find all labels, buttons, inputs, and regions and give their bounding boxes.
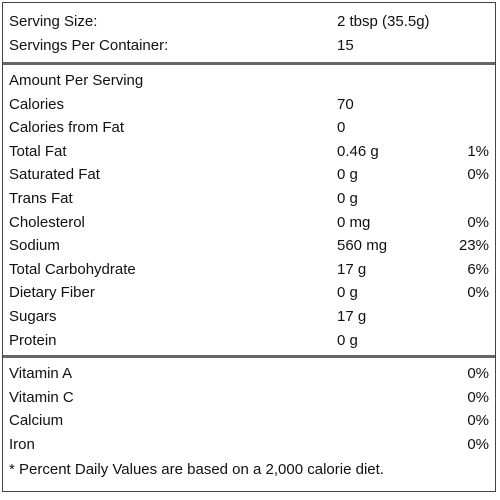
- row: Servings Per Container: 15: [3, 35, 495, 57]
- row: Calories 70: [3, 94, 495, 116]
- daily-value: 0%: [467, 284, 489, 302]
- row: Sugars 17 g: [3, 306, 495, 328]
- amount: 0.46 g: [337, 142, 379, 160]
- row: Calories from Fat 0: [3, 117, 495, 139]
- amount: 0 g: [337, 166, 358, 184]
- row: Total Fat 0.46 g 1%: [3, 141, 495, 163]
- nutrient-name: Protein: [9, 331, 57, 349]
- daily-value: 0%: [467, 166, 489, 184]
- row: Calcium 0%: [3, 410, 495, 432]
- footnote: * Percent Daily Values are based on a 2,…: [9, 461, 384, 479]
- amount: 0 mg: [337, 213, 371, 231]
- nutrient-name: Total Fat: [9, 142, 67, 160]
- separator: [3, 355, 495, 358]
- amount: 0 g: [337, 190, 358, 207]
- row: Serving Size: 2 tbsp (35.5g): [3, 11, 495, 33]
- amount: 0: [337, 119, 346, 137]
- nutrient-name: Servings Per Container:: [9, 36, 169, 54]
- daily-value: 0%: [467, 365, 489, 382]
- nutrient-name: Vitamin A: [9, 365, 73, 382]
- nutrient-name: Total Carbohydrate: [9, 260, 136, 278]
- amount: 2 tbsp (35.5g): [337, 13, 430, 30]
- nutrition-label: Serving Size: 2 tbsp (35.5g) Servings Per …: [2, 2, 496, 492]
- row: Iron 0%: [3, 434, 495, 456]
- nutrient-name: Sugars: [9, 308, 57, 325]
- amount: 15: [337, 36, 354, 54]
- daily-value: 0%: [467, 412, 489, 430]
- amount: 70: [337, 95, 354, 113]
- nutrient-name: Sodium: [9, 237, 60, 255]
- nutrient-name: Serving Size:: [9, 13, 98, 30]
- nutrient-name: Iron: [9, 435, 35, 453]
- amount: 0 g: [337, 331, 358, 349]
- separator: [3, 62, 495, 65]
- nutrient-name: Calories: [9, 95, 65, 113]
- nutrient-name: Dietary Fiber: [9, 284, 95, 302]
- nutrient-name: Cholesterol: [9, 213, 85, 231]
- amount: 560 mg: [337, 237, 388, 255]
- row: Protein 0 g: [3, 330, 495, 352]
- daily-value: 0%: [467, 388, 489, 406]
- nutrient-name: Vitamin C: [9, 388, 74, 406]
- nutrient-name: Saturated Fat: [9, 166, 100, 184]
- nutrient-name: Calcium: [9, 412, 64, 430]
- row: Cholesterol 0 mg 0%: [3, 212, 495, 234]
- amount: 0 g: [337, 284, 358, 302]
- nutrient-name: Calories from Fat: [9, 119, 125, 137]
- daily-value: 0%: [467, 435, 489, 453]
- row: Trans Fat 0 g: [3, 188, 495, 210]
- daily-value: 6%: [467, 260, 489, 278]
- row: Vitamin C 0%: [3, 387, 495, 409]
- row: Amount Per Serving: [3, 70, 495, 92]
- daily-value: 23%: [458, 237, 489, 255]
- daily-value: 1%: [467, 142, 489, 160]
- row: Dietary Fiber 0 g 0%: [3, 282, 495, 304]
- row: * Percent Daily Values are based on a 2,…: [3, 459, 495, 481]
- daily-value: 0%: [467, 213, 489, 231]
- row: Saturated Fat 0 g 0%: [3, 164, 495, 186]
- row: Total Carbohydrate 17 g 6%: [3, 259, 495, 281]
- section-heading: Amount Per Serving: [9, 72, 144, 89]
- amount: 17 g: [337, 260, 367, 278]
- row: Sodium 560 mg 23%: [3, 235, 495, 257]
- row: Vitamin A 0%: [3, 363, 495, 385]
- nutrient-name: Trans Fat: [9, 190, 73, 207]
- amount: 17 g: [337, 308, 367, 325]
